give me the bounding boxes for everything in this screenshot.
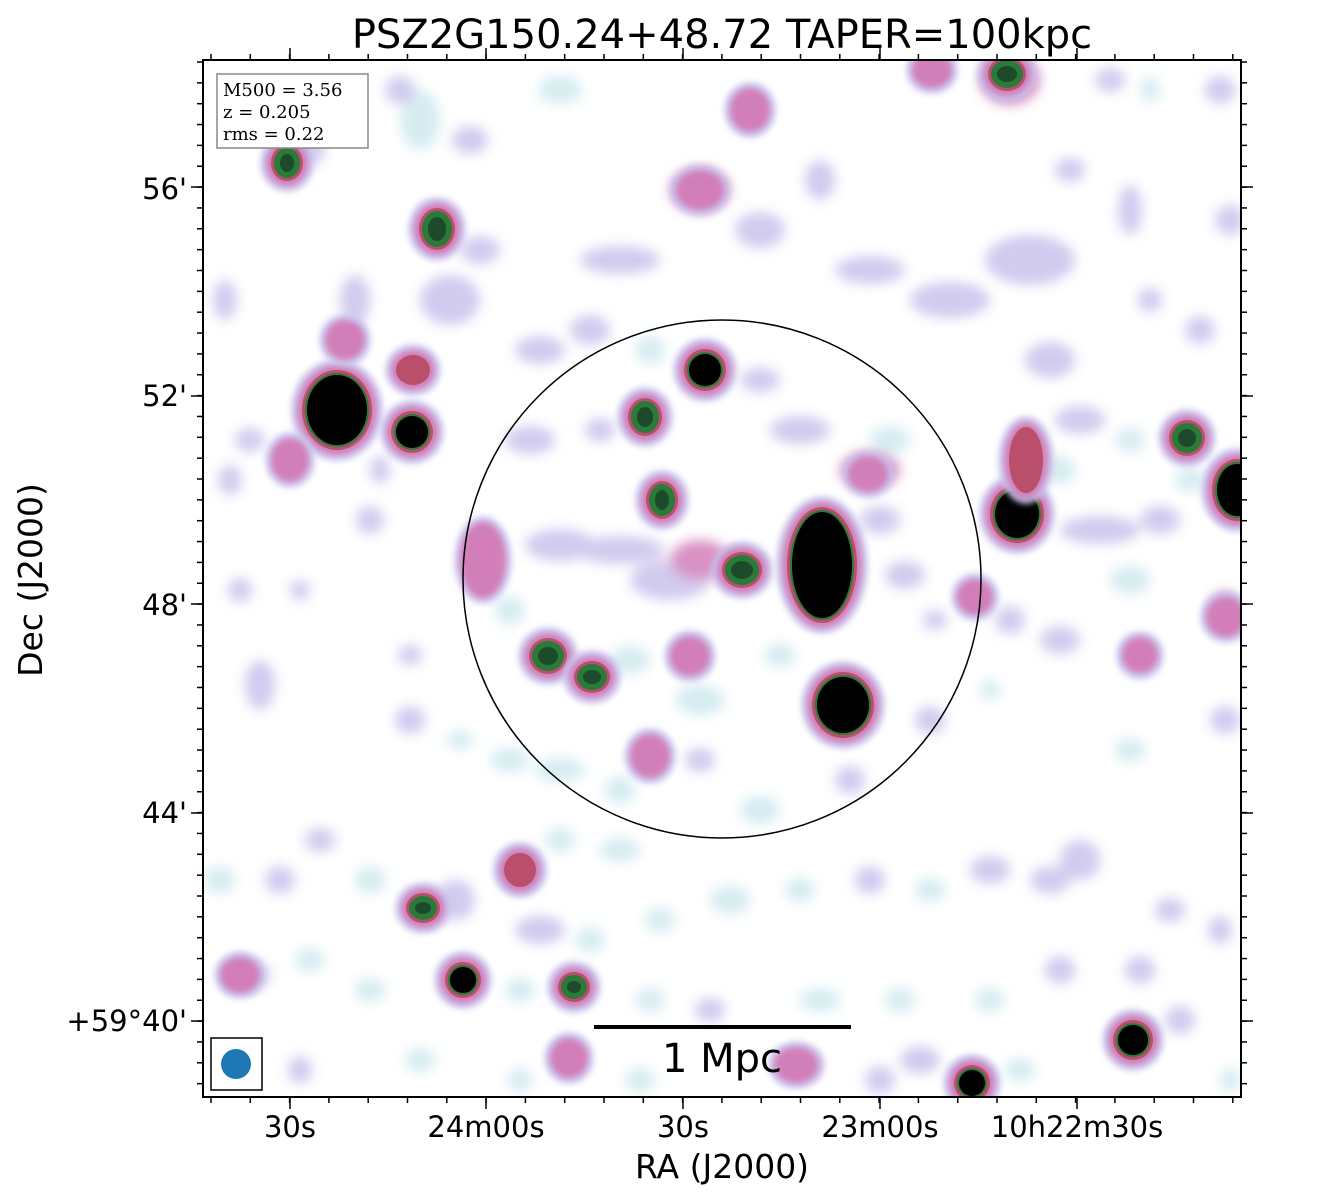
radio-source [1200, 591, 1241, 643]
x-tick-label: 24m00s [427, 1110, 544, 1144]
radio-source [664, 630, 716, 682]
axis-ticks [191, 48, 1253, 1109]
radio-source [711, 541, 773, 599]
radio-source [624, 728, 676, 784]
y-tick-label: 52' [142, 379, 187, 413]
radio-source [951, 573, 999, 621]
radio-source [670, 164, 730, 216]
radio-source [518, 627, 578, 685]
radio-source [1116, 631, 1164, 679]
m500-text: M500 = 3.56 [223, 80, 342, 101]
radio-source [801, 661, 885, 749]
beam-box [210, 1037, 263, 1091]
radio-source [291, 359, 383, 461]
radio-source [408, 197, 466, 261]
radio-source [380, 400, 444, 464]
radio-source [768, 1041, 824, 1089]
rms-text: rms = 0.22 [223, 124, 325, 145]
x-tick-label: 23m00s [821, 1110, 938, 1144]
radio-source [1158, 409, 1216, 467]
x-axis-label: RA (J2000) [635, 1147, 809, 1186]
radio-source [395, 882, 451, 934]
radio-source [842, 450, 894, 498]
y-tick-label: 44' [142, 796, 187, 830]
radio-source [434, 951, 492, 1009]
radio-source [998, 416, 1054, 504]
y-tick-label: 56' [142, 172, 187, 206]
radio-source [1102, 1009, 1164, 1071]
x-tick-label: 30s [657, 1110, 709, 1144]
x-tick-label: 10h22m30s [991, 1110, 1163, 1144]
radio-source [214, 951, 266, 999]
radio-emission-image [205, 60, 1241, 1097]
radio-source [943, 1054, 1001, 1097]
info-box: M500 = 3.56 z = 0.205 rms = 0.22 [216, 73, 369, 149]
radio-source [906, 60, 958, 94]
radio-source [1201, 448, 1241, 532]
radio-source [319, 314, 371, 366]
redshift-text: z = 0.205 [223, 102, 311, 123]
r500-circle [462, 319, 982, 839]
radio-source [977, 60, 1037, 102]
radio-source [265, 432, 315, 488]
beam-ellipse [221, 1049, 251, 1079]
radio-source [635, 470, 689, 530]
radio-source [385, 344, 441, 396]
radio-source [544, 1032, 594, 1084]
radio-source [563, 650, 621, 704]
scale-bar: 1 Mpc [594, 1025, 851, 1082]
radio-source [547, 961, 601, 1013]
radio-source [673, 338, 737, 402]
radio-source [454, 516, 512, 604]
x-tick-label: 30s [264, 1110, 316, 1144]
y-axis-label: Dec (J2000) [11, 483, 50, 677]
chart-title: PSZ2G150.24+48.72 TAPER=100kpc [352, 12, 1092, 58]
radio-source [724, 82, 776, 138]
radio-source [617, 387, 673, 447]
radio-source [493, 842, 547, 898]
y-tick-label: +59°40' [66, 1004, 187, 1038]
y-tick-label: 48' [142, 588, 187, 622]
radio-source [776, 496, 868, 634]
scale-bar-label: 1 Mpc [662, 1036, 782, 1082]
